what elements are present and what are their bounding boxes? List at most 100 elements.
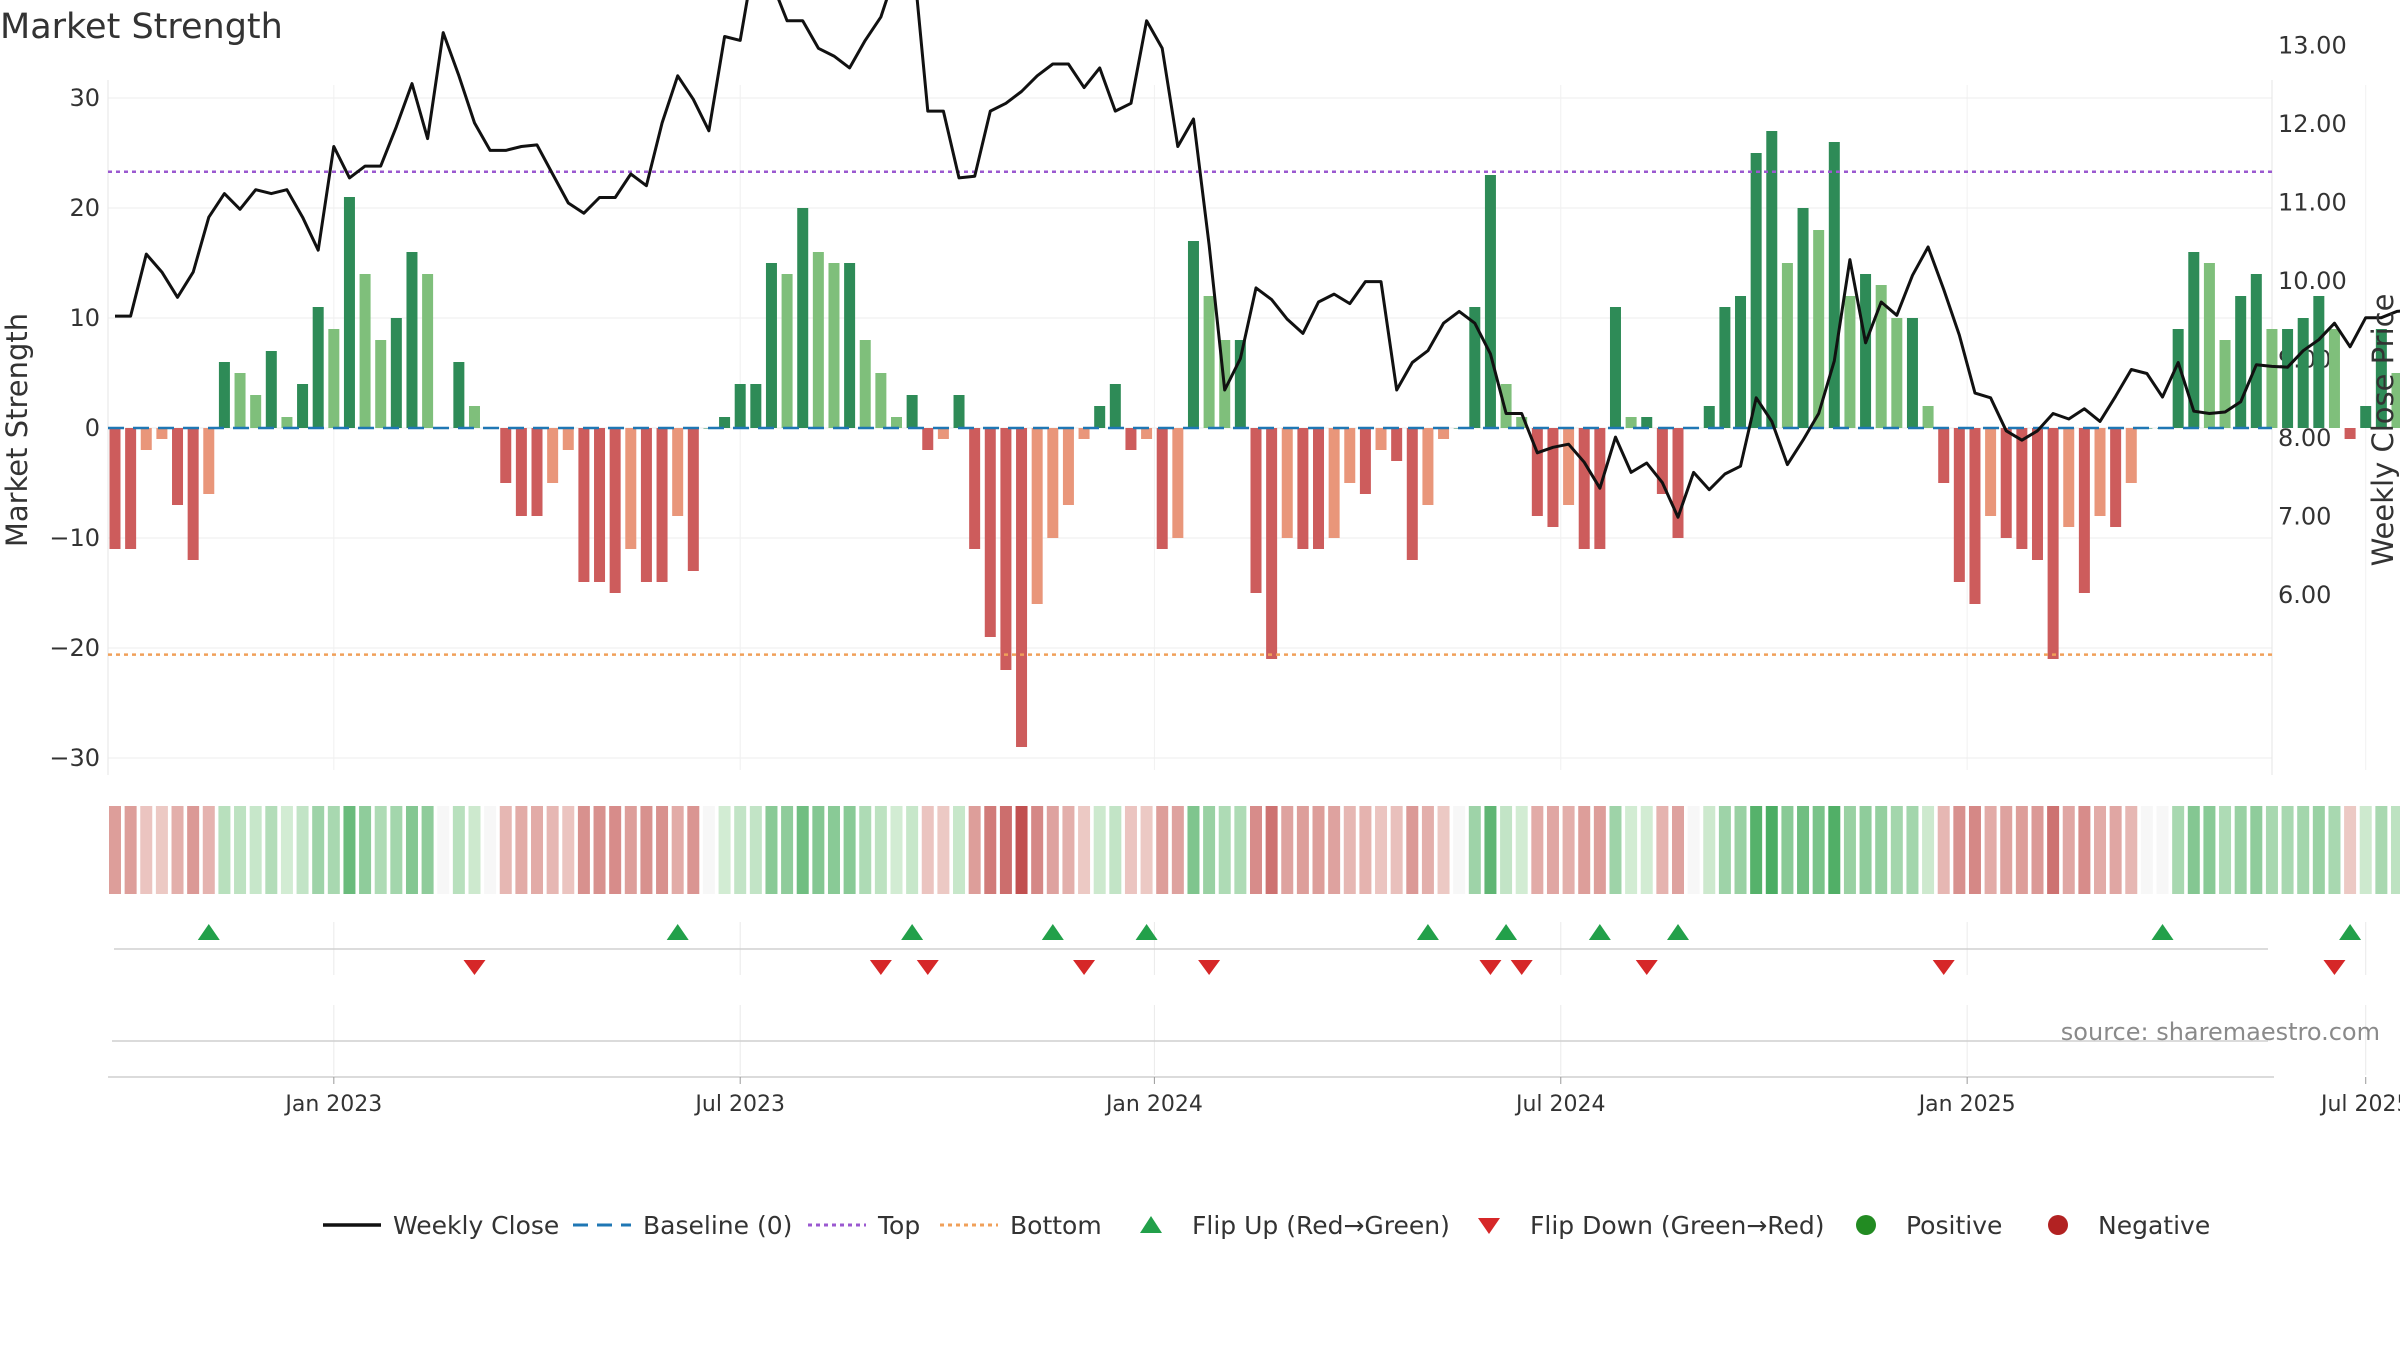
heat-cell xyxy=(781,806,794,894)
heat-cell xyxy=(421,806,434,894)
heat-cell xyxy=(687,806,700,894)
heat-cell xyxy=(1812,806,1825,894)
heat-cell xyxy=(1687,806,1700,894)
price-line-layer xyxy=(115,0,2400,519)
strength-bar xyxy=(1735,296,1747,428)
strength-bar xyxy=(1047,428,1059,538)
strength-bar xyxy=(562,428,574,450)
strength-bar xyxy=(1578,428,1590,549)
strength-bar xyxy=(281,417,293,428)
strength-bar xyxy=(781,274,793,428)
right-tick-label: 11.00 xyxy=(2278,188,2347,216)
strength-bar xyxy=(1125,428,1137,450)
strength-bar xyxy=(1375,428,1387,450)
strength-bar xyxy=(1187,241,1199,428)
heat-cell xyxy=(1093,806,1106,894)
strength-bar xyxy=(797,208,809,428)
heat-cell xyxy=(1672,806,1684,894)
heat-cell xyxy=(452,806,465,894)
heat-cell xyxy=(1750,806,1763,894)
heat-cell xyxy=(1359,806,1372,894)
strength-bar xyxy=(2297,318,2309,428)
right-axis-label: Weekly Close Price xyxy=(2366,294,2400,567)
strength-bar xyxy=(2375,329,2387,428)
heat-cell xyxy=(1218,806,1231,894)
legend-label: Weekly Close xyxy=(393,1211,559,1240)
heat-cell xyxy=(1281,806,1294,894)
heat-cell xyxy=(1609,806,1622,894)
heat-cell xyxy=(2047,806,2060,894)
heat-cell xyxy=(2172,806,2185,894)
strength-bar xyxy=(1953,428,1965,582)
strength-bar xyxy=(1328,428,1340,538)
strength-bar xyxy=(1141,428,1153,439)
strength-bar xyxy=(140,428,152,450)
heat-cell xyxy=(765,806,778,894)
heat-cell xyxy=(640,806,653,894)
strength-bar xyxy=(1766,131,1778,428)
strength-bar xyxy=(1938,428,1950,483)
heat-cell xyxy=(2062,806,2075,894)
strength-bar xyxy=(1969,428,1981,604)
legend-label: Bottom xyxy=(1010,1211,1102,1240)
strength-bar xyxy=(1625,417,1637,428)
strength-bar xyxy=(2016,428,2028,549)
heat-cell xyxy=(1859,806,1872,894)
strength-bar xyxy=(1406,428,1418,560)
strength-bar xyxy=(1094,406,1106,428)
heat-cell xyxy=(1046,806,1059,894)
heat-cell xyxy=(2219,806,2232,894)
strength-bar xyxy=(265,351,277,428)
heat-cell xyxy=(327,806,340,894)
strength-bar xyxy=(2078,428,2090,593)
heat-cell xyxy=(671,806,684,894)
strength-bar xyxy=(1250,428,1262,593)
strength-bar xyxy=(500,428,512,483)
heat-cell xyxy=(515,806,528,894)
right-tick-label: 10.00 xyxy=(2278,267,2347,295)
legend-item: Flip Up (Red→Green) xyxy=(1140,1211,1450,1240)
heat-cell xyxy=(1078,806,1091,894)
heat-cell xyxy=(656,806,669,894)
strength-bar xyxy=(422,274,434,428)
strength-bar xyxy=(1703,406,1715,428)
heat-cell xyxy=(937,806,950,894)
heat-cell xyxy=(1453,806,1466,894)
date-tick-label: Jan 2024 xyxy=(1104,1092,1203,1117)
strength-bar xyxy=(859,340,871,428)
heat-cell xyxy=(718,806,731,894)
left-tick-label: 30 xyxy=(69,84,100,112)
heat-cell xyxy=(2109,806,2122,894)
flip-up-marker xyxy=(1588,924,1611,940)
strength-bar xyxy=(828,263,840,428)
strength-bar xyxy=(1484,175,1496,428)
heat-cell xyxy=(1031,806,1044,894)
strength-bar xyxy=(1922,406,1934,428)
flip-down-marker xyxy=(1073,960,1096,975)
heat-cell xyxy=(874,806,887,894)
strength-bar xyxy=(1281,428,1293,538)
heat-cell xyxy=(2375,806,2388,894)
heat-cell xyxy=(468,806,481,894)
heat-cell xyxy=(609,806,622,894)
strength-bar xyxy=(687,428,699,571)
heat-cell xyxy=(2281,806,2294,894)
heat-cell xyxy=(249,806,262,894)
legend: Weekly Close Baseline (0) Top Bottom Flip Up… xyxy=(323,1211,2210,1240)
heat-cell xyxy=(312,806,325,894)
heat-cell xyxy=(499,806,512,894)
strength-bar xyxy=(375,340,387,428)
heat-cell xyxy=(2031,806,2044,894)
strength-bar xyxy=(2219,340,2231,428)
strength-bar xyxy=(250,395,262,428)
heat-cell xyxy=(1593,806,1606,894)
strength-bar xyxy=(1719,307,1731,428)
flip-down-marker xyxy=(1198,960,1221,975)
heat-cell xyxy=(1546,806,1559,894)
heat-cell xyxy=(562,806,575,894)
strength-bar xyxy=(812,252,824,428)
legend-label: Positive xyxy=(1906,1211,2002,1240)
heat-cell xyxy=(2156,806,2169,894)
heat-cell xyxy=(171,806,184,894)
